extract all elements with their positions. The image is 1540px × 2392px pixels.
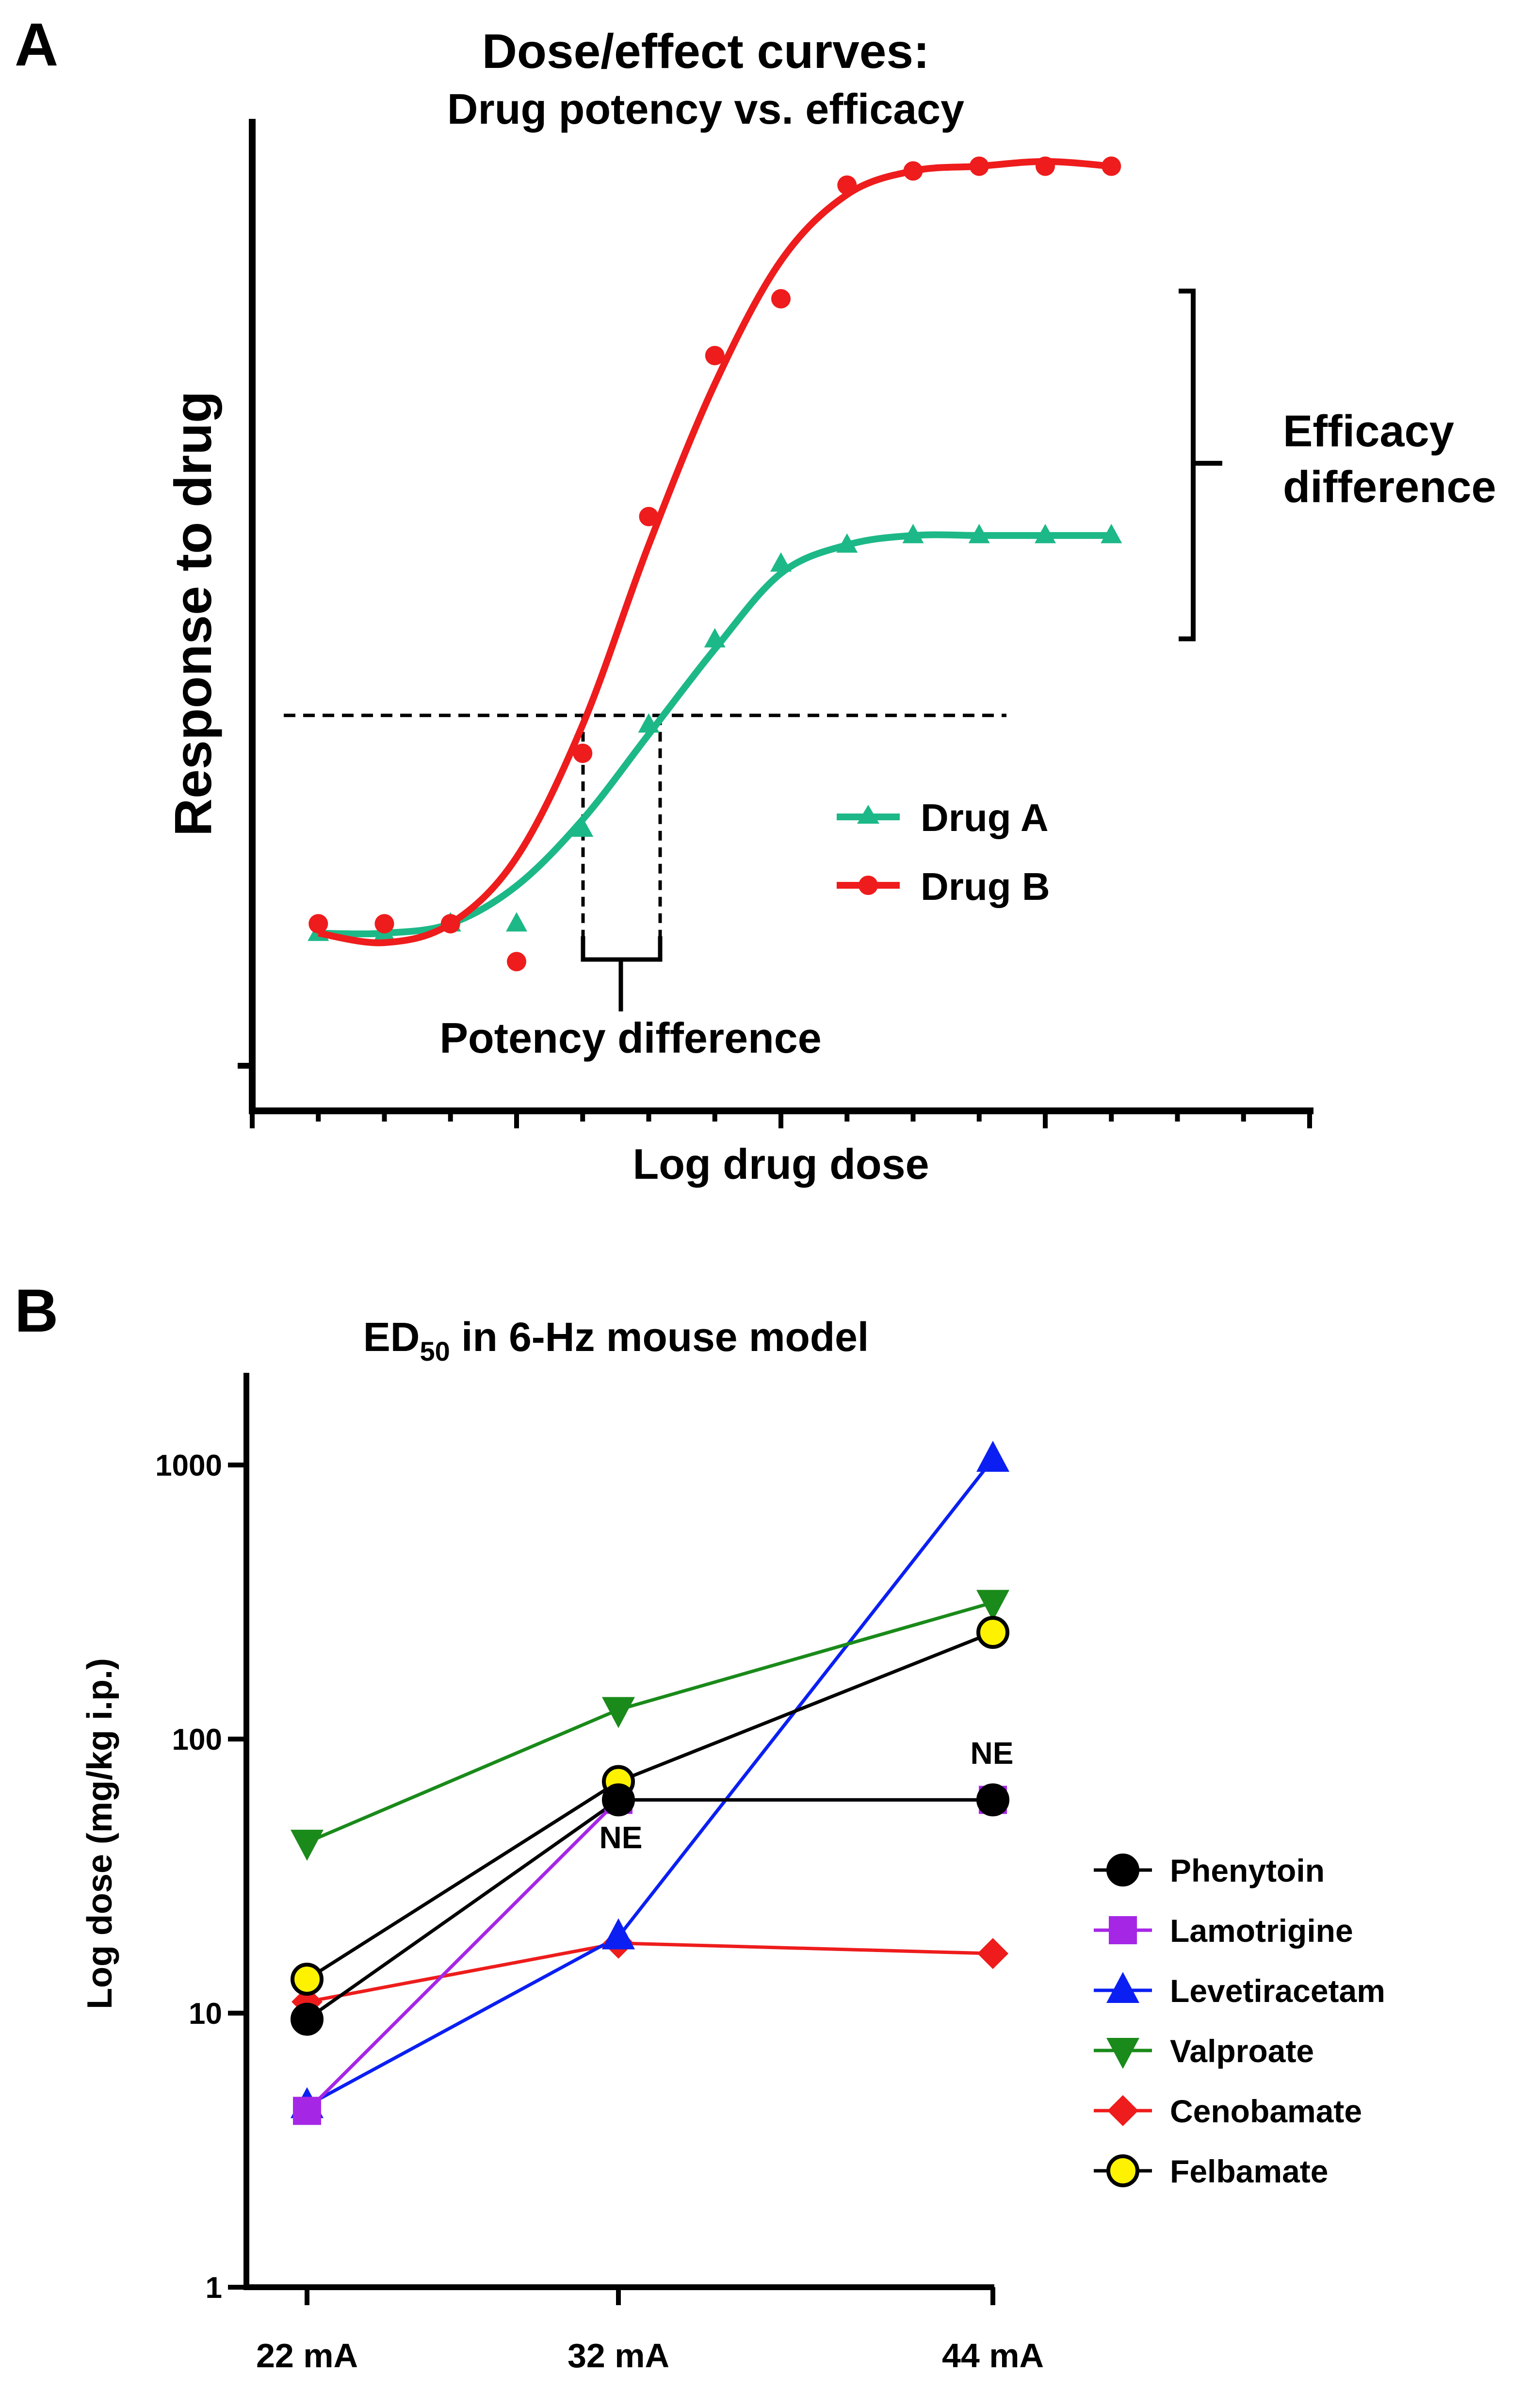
drug-a-point [1101,523,1122,543]
drug-a-point [1035,523,1056,543]
drug-b-point [374,914,394,934]
valproate-point [602,1697,635,1728]
drug-a-point [836,533,858,553]
y-tick-label: 10 [189,1997,222,2031]
felbamate-line [306,1630,994,1981]
panel-a-title: Dose/effect curves: [482,24,930,79]
panel-a-y-label: Response to drug [163,391,222,836]
drug-a-point [704,628,726,648]
panel-b-title: ED50 in 6-Hz mouse model [363,1314,869,1367]
legend-levetiracetam-marker [1106,1972,1139,2003]
panel-a-legend: Drug A Drug B [837,796,1050,908]
legend-phenytoin-label: Phenytoin [1170,1853,1325,1888]
valproate-point [976,1590,1009,1621]
drug-b-point [903,161,923,181]
y-tick-label: 1000 [155,1449,222,1482]
drug-b-point [440,914,460,934]
panel-b-y-ticks: 1 10 100 1000 [155,1449,246,2305]
lamotrigine-point [293,2097,321,2125]
cenobamate-point [977,1938,1008,1969]
levetiracetam-point [976,1441,1009,1472]
drug-b-point [771,289,791,309]
felbamate-point [976,1616,1009,1649]
panel-a: A Dose/effect curves: Drug potency vs. e… [15,11,1496,1188]
drug-a-point [506,912,527,932]
potency-difference-label: Potency difference [439,1014,821,1062]
valproate-line [306,1601,993,1844]
panel-b-y-label: Log dose (mg/kg i.p.) [81,1658,119,2009]
ne-label-44ma: NE [971,1736,1014,1771]
legend-levetiracetam-label: Levetiracetam [1170,1973,1385,2009]
drug-a-point [902,523,924,543]
legend-drug-a-marker [857,805,879,824]
legend-cenobamate-label: Cenobamate [1170,2093,1362,2129]
panel-b-legend: Phenytoin Lamotrigine Levetiracetam Valproa… [1094,1853,1385,2189]
phenytoin-line [306,1798,993,2021]
panel-a-x-label: Log drug dose [632,1140,929,1188]
x-tick-label: 32 mA [567,2337,669,2375]
legend-cenobamate-marker [1107,2095,1138,2126]
panel-b-title-subscript: 50 [420,1336,450,1367]
x-tick-label: 22 mA [256,2337,358,2375]
efficacy-difference-label-1: Efficacy [1283,407,1454,456]
felbamate-point [291,1963,324,1996]
legend-lamotrigine-label: Lamotrigine [1170,1913,1353,1949]
potency-drop-lines [581,715,662,936]
drug-b-point [639,506,659,526]
drug-b-point [837,175,857,195]
legend-felbamate-marker [1106,2154,1139,2187]
drug-b-point [705,346,725,365]
legend-drug-a-label: Drug A [921,796,1049,839]
efficacy-bracket [1179,289,1222,641]
legend-lamotrigine-marker [1109,1916,1137,1944]
drug-b-point [573,743,593,763]
panel-a-x-ticks [250,1111,1312,1128]
phenytoin-point [291,2002,324,2036]
legend-drug-b-label: Drug B [921,865,1050,908]
panel-b: B ED50 in 6-Hz mouse model 1 10 100 1000 22… [15,1277,1385,2375]
phenytoin-point [976,1783,1009,1817]
panel-a-series [308,156,1122,972]
phenytoin-point [602,1783,635,1817]
drug-a-point [572,817,594,837]
panel-b-series [291,1441,1009,2125]
y-tick-label: 100 [172,1723,222,1757]
potency-bracket [581,936,663,1011]
panel-b-title-ed: ED [363,1314,420,1360]
panel-b-title-rest: in 6-Hz mouse model [450,1314,869,1360]
panel-a-label: A [15,11,58,79]
x-tick-label: 44 mA [942,2337,1044,2375]
efficacy-difference-label-2: difference [1283,462,1496,512]
drug-b-point [1102,156,1121,176]
lamotrigine-line [306,1798,993,2112]
legend-valproate-label: Valproate [1170,2033,1314,2069]
drug-b-point [507,952,526,972]
ne-label-32ma: NE [600,1820,643,1855]
drug-b-curve [318,158,1112,946]
y-tick-label: 1 [206,2271,222,2305]
legend-valproate-marker [1106,2038,1139,2069]
legend-phenytoin-marker [1106,1854,1139,1887]
valproate-point [291,1829,324,1861]
drug-b-point [308,914,328,934]
drug-a-point [968,523,990,543]
drug-a-point [638,713,660,733]
drug-b-point [969,156,989,176]
cenobamate-line [307,1941,993,2004]
legend-drug-b-marker [859,876,878,895]
panel-b-label: B [15,1277,58,1345]
levetiracetam-point [602,1918,635,1950]
panel-a-subtitle: Drug potency vs. efficacy [447,85,964,133]
drug-b-point [1036,156,1055,176]
panel-b-x-ticks: 22 mA 32 mA 44 mA [256,2287,1044,2375]
legend-felbamate-label: Felbamate [1170,2153,1328,2189]
drug-a-point [770,552,792,572]
